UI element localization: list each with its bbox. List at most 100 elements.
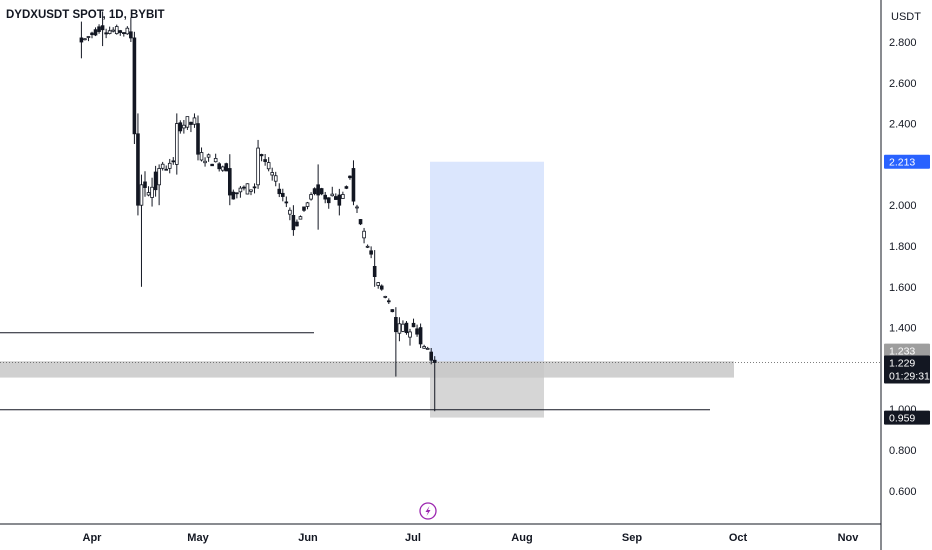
candle-body — [182, 124, 186, 129]
price-tick-label: 2.400 — [889, 119, 917, 131]
candle-body — [316, 184, 320, 196]
candle-body — [372, 265, 377, 277]
candle-body — [344, 186, 349, 189]
time-tick-label: Oct — [729, 532, 748, 544]
currency-box — [882, 0, 932, 30]
candle-body — [284, 201, 289, 204]
price-tick-label: 1.800 — [889, 241, 917, 253]
candle-body — [125, 27, 130, 35]
candle-body — [122, 32, 126, 34]
candle-body — [337, 194, 342, 206]
candle-body — [330, 193, 335, 197]
candle-body — [185, 116, 190, 128]
candle-body — [288, 209, 292, 215]
candle-body — [242, 186, 246, 189]
candle-body — [348, 175, 352, 179]
candle-body — [132, 37, 137, 135]
candle-body — [238, 187, 243, 193]
candle-body — [235, 192, 239, 195]
candle-body — [224, 163, 229, 172]
candle-body — [210, 163, 214, 167]
candle-body — [379, 285, 384, 290]
candle-body — [263, 159, 267, 162]
candle-body — [79, 37, 84, 43]
candle-body — [143, 181, 147, 188]
candle-body — [199, 152, 204, 161]
time-tick-label: Sep — [622, 532, 642, 544]
candle-body — [386, 300, 391, 303]
candle-body — [90, 32, 94, 36]
candle-body — [411, 322, 416, 328]
candle-body — [220, 166, 225, 171]
candle-body — [390, 309, 395, 313]
candle-body — [111, 29, 116, 32]
candle-body — [139, 184, 144, 206]
candle-body — [206, 154, 211, 158]
ticker-title: DYDXUSDT SPOT, 1D, BYBIT — [6, 9, 164, 21]
lightning-icon — [419, 502, 437, 520]
candle-body — [422, 346, 426, 349]
candle-body — [266, 162, 271, 170]
candle-body — [333, 196, 338, 200]
time-tick-label: Aug — [511, 532, 532, 544]
candle-body — [425, 347, 430, 350]
price-tick-label: 2.600 — [889, 78, 917, 90]
candle-body — [415, 328, 419, 335]
candle-body — [231, 191, 236, 200]
candle-body — [93, 29, 98, 36]
candle-body — [178, 122, 183, 132]
candle-body — [376, 282, 380, 286]
candle-body — [418, 327, 423, 345]
time-tick-label: Nov — [838, 532, 860, 544]
candle-body — [100, 25, 105, 31]
candle-body — [291, 214, 296, 231]
candle-body — [326, 197, 331, 204]
candle-body — [429, 351, 433, 361]
candle-body — [97, 26, 101, 32]
candle-body — [298, 216, 303, 220]
candle-body — [245, 183, 250, 195]
candle-body — [309, 194, 313, 200]
time-tick-label: May — [187, 532, 209, 544]
price-tick-label: 0.800 — [889, 445, 917, 457]
stop-price-tag-bg — [884, 410, 930, 425]
candle-body — [167, 162, 172, 169]
time-tick-label: Apr — [83, 532, 103, 544]
candle-body — [160, 163, 165, 169]
candle-body — [383, 295, 388, 298]
candle-body — [401, 323, 405, 332]
candle-body — [203, 160, 207, 164]
level-price-tag-bg — [884, 343, 930, 358]
support-zone — [0, 361, 734, 378]
candle-body — [150, 186, 154, 198]
candle-body — [153, 171, 158, 191]
candle-body — [305, 202, 310, 207]
candle-body — [196, 123, 200, 155]
candle-body — [104, 32, 108, 35]
candle-body — [408, 331, 412, 338]
candle-body — [362, 230, 366, 239]
candle-body — [259, 154, 264, 157]
price-tick-label: 2.000 — [889, 200, 917, 212]
candle-body — [86, 36, 91, 38]
currency-label: USDT — [891, 11, 921, 23]
candle-body — [319, 188, 324, 195]
price-tick-label: 1.600 — [889, 282, 917, 294]
price-tick-label: 0.600 — [889, 486, 917, 498]
candle-body — [394, 316, 398, 333]
candle-body — [273, 175, 278, 182]
candle-body — [270, 172, 274, 176]
candle-body — [107, 30, 112, 34]
candle-body — [136, 133, 140, 206]
candle-body — [129, 31, 133, 39]
last-price-tag-text: 01:29:31 — [889, 370, 930, 382]
candle-body — [369, 250, 373, 255]
candle-body — [189, 121, 193, 125]
target-price-tag-text: 2.213 — [889, 157, 915, 169]
candle-body — [404, 322, 409, 334]
candle-body — [302, 206, 306, 211]
candle-body — [256, 147, 260, 186]
candle-body — [146, 192, 151, 196]
candle-body — [174, 123, 179, 165]
